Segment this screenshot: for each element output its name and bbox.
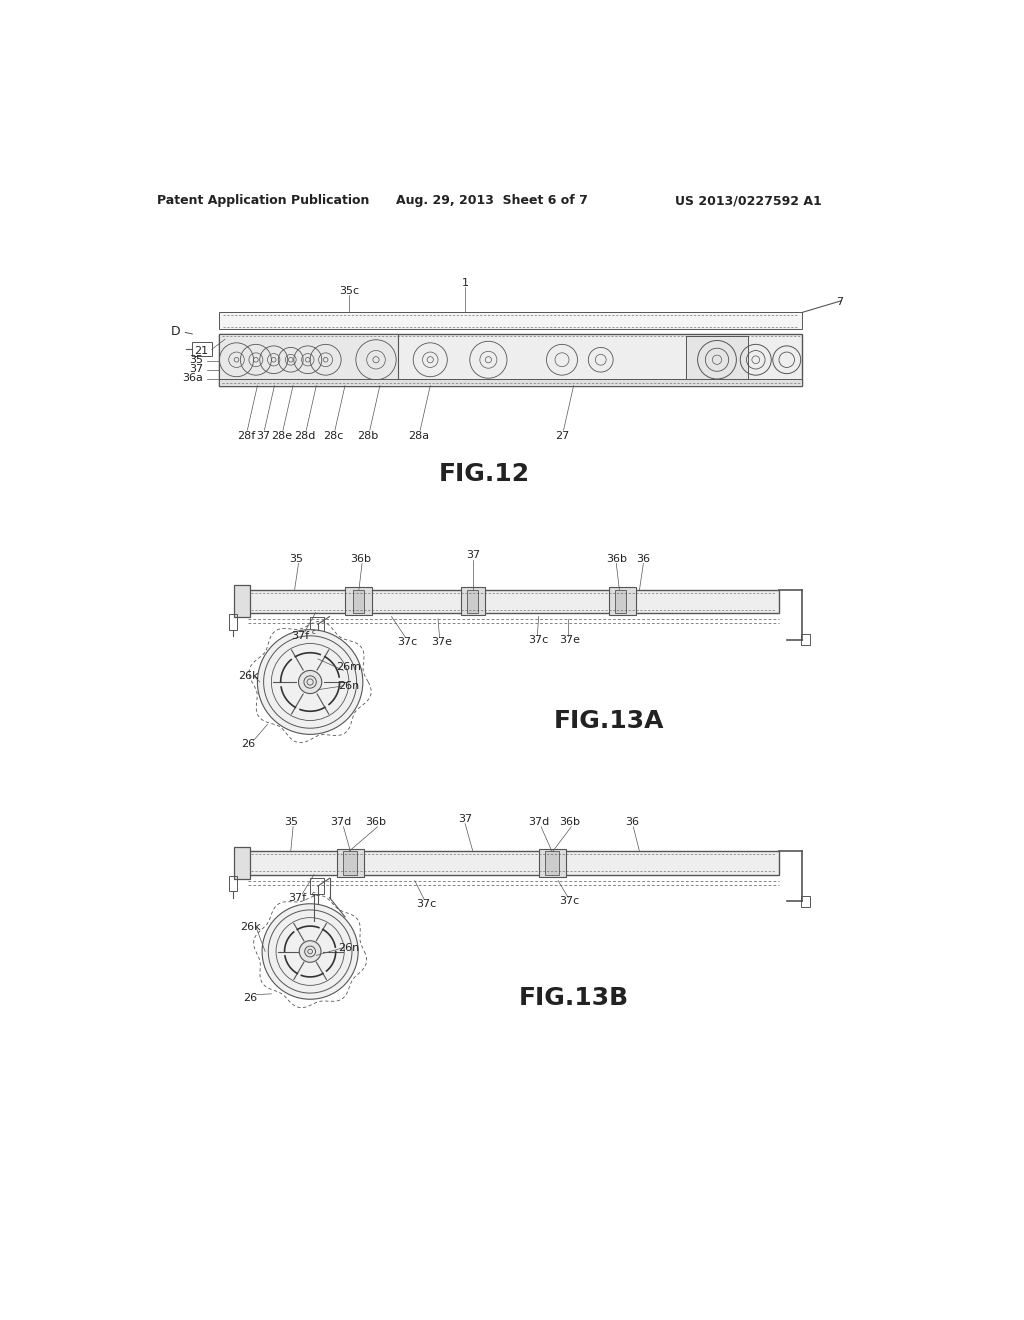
Text: 36: 36 — [625, 817, 639, 828]
Text: 26m: 26m — [336, 661, 361, 672]
Text: 28e: 28e — [271, 430, 292, 441]
Text: Aug. 29, 2013  Sheet 6 of 7: Aug. 29, 2013 Sheet 6 of 7 — [396, 194, 588, 207]
Text: 36b: 36b — [366, 817, 386, 828]
Text: FIG.13A: FIG.13A — [553, 709, 664, 733]
Text: 37c: 37c — [416, 899, 436, 908]
Text: 37c: 37c — [528, 635, 549, 644]
Text: 26n: 26n — [338, 681, 359, 690]
Bar — [467, 590, 478, 612]
Text: FIG.12: FIG.12 — [439, 462, 530, 486]
Bar — [343, 851, 357, 874]
Bar — [310, 616, 324, 632]
Bar — [248, 851, 779, 874]
Text: 28f: 28f — [237, 430, 255, 441]
Circle shape — [299, 671, 322, 693]
Text: 28c: 28c — [324, 430, 344, 441]
Text: 28d: 28d — [294, 430, 315, 441]
Circle shape — [257, 630, 362, 734]
Circle shape — [262, 904, 358, 999]
Text: US 2013/0227592 A1: US 2013/0227592 A1 — [675, 194, 821, 207]
Text: 26: 26 — [244, 993, 257, 1003]
Text: 35c: 35c — [339, 286, 359, 296]
Text: 37d: 37d — [331, 817, 352, 828]
Text: 37c: 37c — [397, 638, 417, 647]
Bar — [234, 847, 250, 879]
Text: 27: 27 — [555, 430, 569, 441]
Text: 37: 37 — [466, 550, 480, 560]
Text: c: c — [312, 628, 316, 635]
Bar — [228, 614, 237, 630]
Text: 37e: 37e — [431, 638, 453, 647]
Text: 36b: 36b — [606, 554, 627, 564]
Text: 37d: 37d — [528, 817, 549, 828]
Bar — [608, 587, 636, 615]
Text: 35: 35 — [289, 554, 303, 564]
Text: 21: 21 — [194, 346, 208, 356]
Bar — [539, 849, 566, 876]
Text: 37f: 37f — [288, 892, 306, 903]
Bar — [801, 896, 810, 907]
Bar — [219, 334, 397, 385]
Text: 28b: 28b — [357, 430, 379, 441]
Text: 37: 37 — [458, 814, 472, 824]
Text: 36b: 36b — [559, 817, 581, 828]
Text: 26k: 26k — [238, 671, 258, 681]
Bar — [193, 342, 212, 355]
Text: 7: 7 — [836, 297, 843, 308]
Text: 26k: 26k — [241, 921, 261, 932]
Bar — [234, 585, 250, 618]
Text: 35: 35 — [284, 817, 298, 828]
Bar — [352, 590, 365, 612]
Text: 35: 35 — [189, 355, 203, 366]
Text: FIG.13B: FIG.13B — [518, 986, 629, 1010]
Circle shape — [299, 941, 321, 962]
Text: 26: 26 — [241, 739, 255, 748]
Text: 36a: 36a — [182, 372, 203, 383]
Text: 37: 37 — [256, 430, 270, 441]
Bar — [310, 878, 324, 894]
Bar — [219, 379, 802, 385]
Bar — [801, 635, 810, 645]
Text: 26n: 26n — [338, 942, 359, 953]
Text: D: D — [170, 325, 180, 338]
Bar — [219, 334, 802, 385]
Bar — [345, 587, 372, 615]
Bar — [461, 587, 484, 615]
Bar — [248, 590, 779, 612]
Text: 37: 37 — [189, 364, 203, 375]
Bar — [545, 851, 559, 874]
Text: 37f: 37f — [291, 631, 309, 640]
Text: 1: 1 — [462, 279, 469, 288]
Bar — [219, 313, 802, 330]
Bar — [614, 590, 627, 612]
Text: c: c — [312, 891, 316, 896]
Text: 36b: 36b — [350, 554, 371, 564]
Text: 28a: 28a — [408, 430, 429, 441]
Bar — [228, 876, 237, 891]
Text: Patent Application Publication: Patent Application Publication — [158, 194, 370, 207]
Text: 37e: 37e — [559, 635, 581, 644]
Bar — [337, 849, 365, 876]
Text: 36: 36 — [636, 554, 650, 564]
Bar — [686, 337, 748, 383]
Text: 37c: 37c — [560, 896, 580, 907]
